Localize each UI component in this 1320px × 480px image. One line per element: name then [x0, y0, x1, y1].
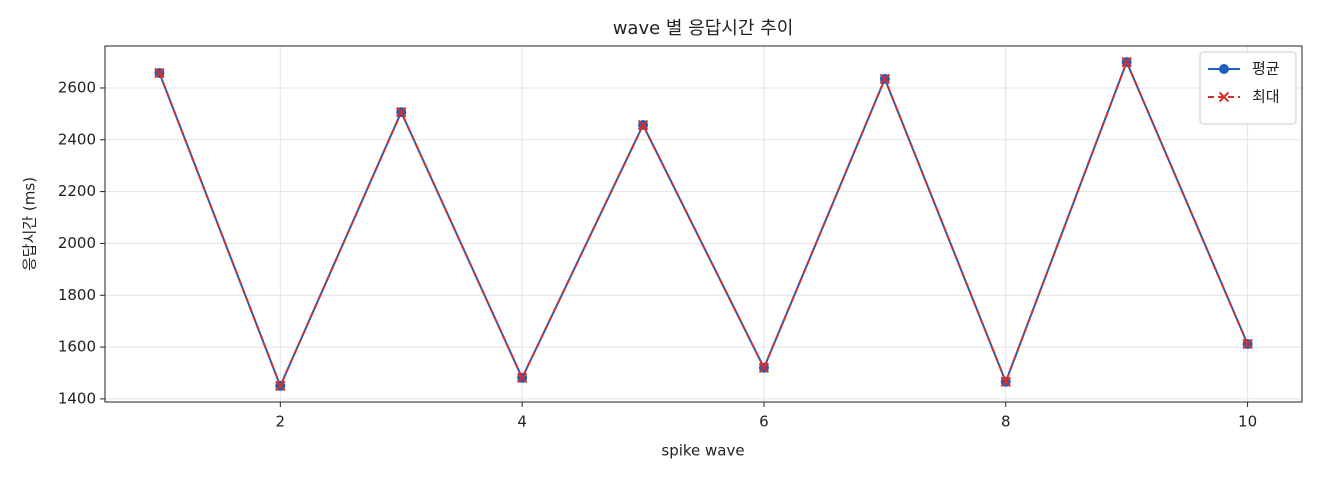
y-tick-label: 2000	[58, 234, 96, 252]
x-tick-label: 8	[1001, 413, 1011, 431]
y-tick-label: 1400	[58, 389, 96, 407]
data-point	[758, 362, 770, 374]
data-point	[1000, 376, 1011, 387]
series-line	[158, 59, 1249, 389]
y-tick-label: 1600	[58, 338, 96, 356]
legend-label: 평균	[1252, 60, 1280, 78]
x-axis-label: spike wave	[661, 442, 744, 460]
data-point	[1121, 56, 1132, 68]
x-tick-label: 6	[759, 413, 769, 431]
y-tick-label: 2200	[58, 182, 96, 200]
x-tick-label: 10	[1238, 413, 1257, 431]
x-tick-label: 2	[276, 413, 286, 431]
plot-frame	[104, 45, 1303, 403]
legend-label: 최대	[1252, 88, 1280, 106]
legend-box	[1199, 51, 1297, 125]
chart-title: wave 별 응답시간 추이	[613, 18, 794, 39]
legend-marker	[1218, 91, 1230, 103]
y-tick-label: 2400	[58, 130, 96, 148]
y-tick-label: 1800	[58, 286, 96, 304]
y-tick-label: 2600	[58, 78, 96, 96]
data-point	[396, 106, 407, 118]
data-point	[275, 380, 286, 392]
data-point	[516, 372, 528, 384]
legend-marker	[1219, 64, 1229, 74]
data-point	[1242, 338, 1253, 350]
x-tick-label: 4	[517, 413, 527, 431]
data-point	[879, 73, 891, 85]
series-line	[158, 59, 1249, 389]
data-point	[154, 67, 165, 79]
y-axis-label: 응답시간 (ms)	[21, 177, 39, 271]
data-point	[637, 119, 649, 131]
